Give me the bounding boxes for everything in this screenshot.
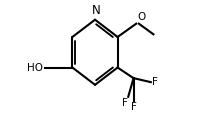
Text: F: F <box>122 98 128 108</box>
Text: HO: HO <box>27 63 43 73</box>
Text: O: O <box>138 12 146 22</box>
Text: F: F <box>152 77 158 87</box>
Text: F: F <box>131 102 136 112</box>
Text: N: N <box>92 4 101 17</box>
